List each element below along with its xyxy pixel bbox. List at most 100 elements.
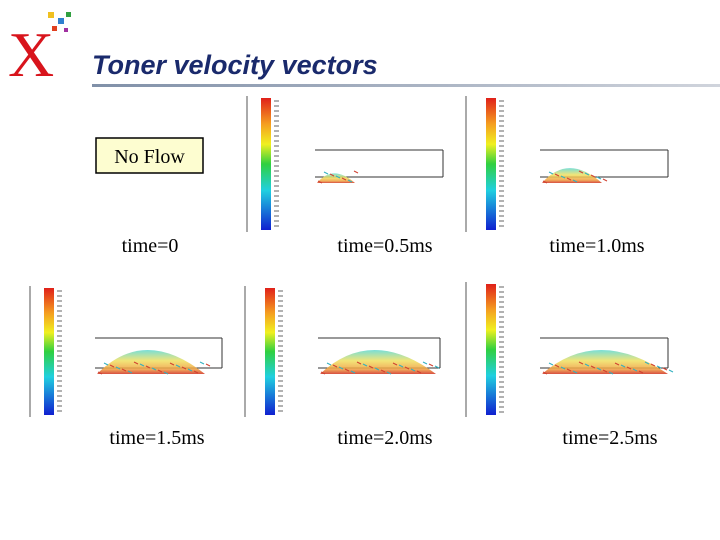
vector-arrow [341, 177, 347, 181]
vector-arrow [199, 361, 205, 365]
vector-arrow [335, 175, 341, 179]
caption: time=2.5ms [562, 427, 657, 449]
vector-arrow [650, 363, 656, 367]
vector-arrow [578, 170, 584, 174]
vector-arrow [350, 370, 356, 374]
vector-arrow [157, 369, 163, 373]
vector-arrow [620, 364, 626, 368]
vector-arrow [181, 366, 187, 370]
vector-arrow [566, 177, 572, 181]
colorbar [44, 288, 54, 415]
vector-arrow [626, 366, 632, 370]
vector-arrow [97, 371, 103, 375]
vector-arrow [542, 180, 548, 184]
vector-arrow [145, 365, 151, 369]
vector-field [97, 350, 205, 374]
vector-arrow [428, 363, 434, 367]
caption: time=1.5ms [109, 427, 204, 449]
vector-arrow [338, 366, 344, 370]
vector-arrow [578, 361, 584, 365]
vector-field [542, 168, 602, 183]
vector-arrow [542, 371, 548, 375]
vector-arrow [548, 362, 554, 366]
vector-field [320, 350, 436, 374]
logo-dot [66, 12, 71, 17]
vector-arrow [662, 367, 668, 371]
title: Toner velocity vectors [92, 50, 378, 80]
vector-arrow [386, 371, 392, 375]
vector-arrow [668, 369, 674, 373]
vector-arrow [362, 363, 368, 367]
label-box-text: No Flow [114, 146, 185, 168]
vector-arrow [323, 171, 329, 175]
vector-arrow [560, 366, 566, 370]
vector-arrow [434, 365, 440, 369]
vector-arrow [368, 365, 374, 369]
vector-arrow [121, 368, 127, 372]
title-rule [92, 84, 720, 87]
vector-arrow [356, 361, 362, 365]
vector-arrow [139, 363, 145, 367]
vector-arrow [404, 366, 410, 370]
caption: time=2.0ms [337, 427, 432, 449]
logo-dot [52, 26, 57, 31]
vector-field [542, 350, 668, 374]
vector-arrow [151, 367, 157, 371]
vector-arrow [554, 364, 560, 368]
vector-arrow [115, 366, 121, 370]
vector-arrow [380, 369, 386, 373]
vector-arrow [205, 363, 211, 367]
vector-arrow [590, 365, 596, 369]
vector-arrow [590, 174, 596, 178]
caption: time=0.5ms [337, 235, 432, 257]
vector-arrow [614, 362, 620, 366]
vector-arrow [392, 362, 398, 366]
label-box [95, 137, 204, 174]
vector-arrow [344, 368, 350, 372]
logo-dot [48, 12, 54, 18]
logo: X [8, 12, 71, 90]
caption: time=1.0ms [549, 235, 644, 257]
vector-arrow [329, 173, 335, 177]
vector-arrow [560, 175, 566, 179]
vector-arrow [596, 367, 602, 371]
vector-arrow [320, 371, 326, 375]
caption: time=0 [122, 235, 179, 257]
vector-arrow [332, 364, 338, 368]
vector-arrow [608, 371, 614, 375]
colorbar [486, 284, 496, 415]
vector-arrow [596, 176, 602, 180]
logo-dot [58, 18, 64, 24]
vector-arrow [103, 362, 109, 366]
vector-arrow [127, 370, 133, 374]
vector-arrow [572, 179, 578, 183]
vector-arrow [644, 361, 650, 365]
vector-arrow [169, 362, 175, 366]
vector-arrow [163, 371, 169, 375]
colorbar [265, 288, 275, 415]
vector-arrow [572, 370, 578, 374]
vector-arrow [347, 179, 353, 183]
vector-arrow [638, 370, 644, 374]
panels [29, 96, 674, 417]
colorbar [486, 98, 496, 230]
vector-arrow [554, 173, 560, 177]
logo-dot [64, 28, 68, 32]
vector-arrow [656, 365, 662, 369]
vector-arrow [416, 370, 422, 374]
vector-arrow [193, 370, 199, 374]
vector-arrow [187, 368, 193, 372]
vector-arrow [398, 364, 404, 368]
colorbar [261, 98, 271, 230]
vector-arrow [584, 172, 590, 176]
vector-arrow [632, 368, 638, 372]
vector-arrow [353, 170, 359, 174]
vector-arrow [584, 363, 590, 367]
logo-x: X [8, 19, 54, 90]
vector-arrow [326, 362, 332, 366]
vector-field [317, 173, 355, 183]
vector-arrow [422, 361, 428, 365]
vector-arrow [602, 178, 608, 182]
vector-arrow [410, 368, 416, 372]
